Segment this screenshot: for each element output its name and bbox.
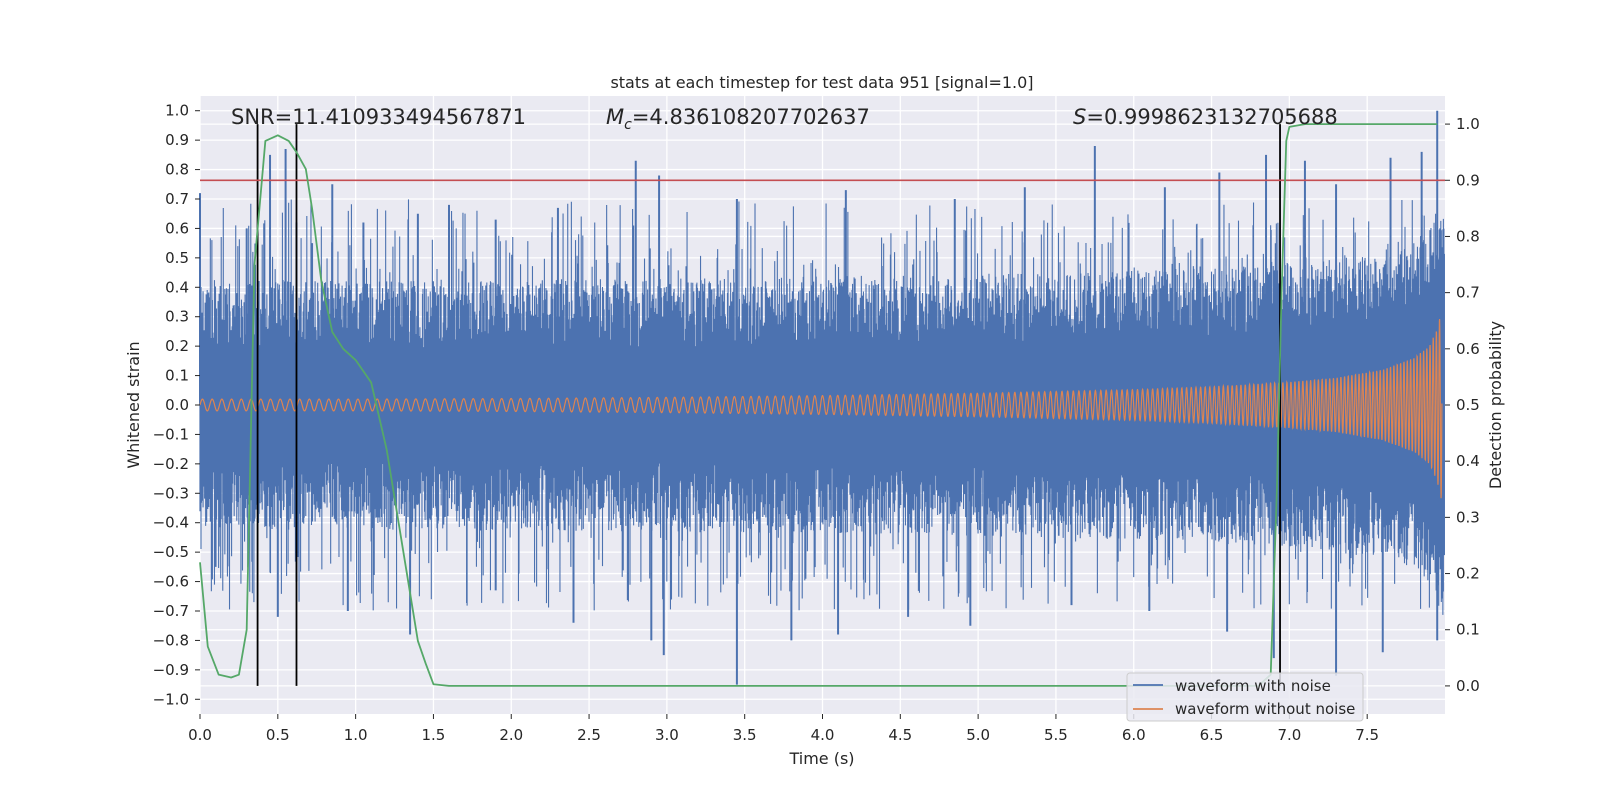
- y2-tick-label-3: 0.7: [1456, 284, 1480, 302]
- y-tick-label-11: −0.1: [153, 425, 189, 443]
- y-right-axis-ticks: 1.0 0.9 0.8 0.7 0.6 0.5 0.4 0.3 0.2 0.1 0.0: [1445, 115, 1480, 695]
- y-tick-label-15: −0.5: [153, 543, 189, 561]
- y-tick-label-5: 0.5: [165, 249, 189, 267]
- x-axis-ticks: 0.0 0.5 1.0 1.5 2.0 2.5 3.0 3.5 4.0 4.5 5.0 5.5 6.0 6…: [188, 714, 1379, 744]
- x-tick-label-2: 1.0: [344, 726, 368, 744]
- y2-tick-label-10: 0.0: [1456, 677, 1480, 695]
- x-tick-label-3: 1.5: [422, 726, 446, 744]
- chirp-mass-value: =4.836108207702637: [632, 105, 870, 129]
- legend-label-clean: waveform without noise: [1175, 700, 1355, 718]
- y-tick-label-13: −0.3: [153, 484, 189, 502]
- x-tick-label-11: 5.5: [1044, 726, 1068, 744]
- y-tick-label-7: 0.3: [165, 308, 189, 326]
- y-left-axis-label: Whitened strain: [124, 341, 143, 468]
- y-tick-label-20: −1.0: [153, 690, 189, 708]
- x-tick-label-1: 0.5: [266, 726, 290, 744]
- x-tick-label-10: 5.0: [966, 726, 990, 744]
- x-axis-label: Time (s): [788, 749, 854, 768]
- y-tick-label-12: −0.2: [153, 455, 189, 473]
- y-tick-label-0: 1.0: [165, 102, 189, 120]
- x-tick-label-13: 6.5: [1200, 726, 1224, 744]
- y-tick-label-10: 0.0: [165, 396, 189, 414]
- y-tick-label-6: 0.4: [165, 278, 189, 296]
- score-value: =0.9998623132705688: [1086, 105, 1337, 129]
- score-symbol: S: [1073, 105, 1086, 129]
- x-tick-label-8: 4.0: [811, 726, 835, 744]
- x-tick-label-4: 2.0: [499, 726, 523, 744]
- x-tick-label-9: 4.5: [888, 726, 912, 744]
- y2-tick-label-6: 0.4: [1456, 452, 1480, 470]
- y-tick-label-8: 0.2: [165, 337, 189, 355]
- legend-label-noisy: waveform with noise: [1175, 677, 1331, 695]
- probability-series: [199, 123, 1438, 687]
- noisy-waveform-series: [199, 110, 1445, 685]
- y2-tick-label-8: 0.2: [1456, 565, 1480, 583]
- y2-tick-label-2: 0.8: [1456, 227, 1480, 245]
- probability-line: [199, 123, 1438, 687]
- y2-tick-label-7: 0.3: [1456, 508, 1480, 526]
- y2-tick-label-0: 1.0: [1456, 115, 1480, 133]
- clean-waveform-line: [199, 319, 1443, 499]
- vertical-markers: [256, 124, 1281, 686]
- chirp-mass-annotation: Mc=4.836108207702637: [606, 105, 870, 133]
- x-tick-label-5: 2.5: [577, 726, 601, 744]
- y-tick-label-18: −0.8: [153, 631, 189, 649]
- y-tick-label-1: 0.9: [165, 131, 189, 149]
- clean-waveform-series: [199, 319, 1443, 499]
- chirp-mass-symbol: M: [606, 105, 624, 129]
- y2-tick-label-4: 0.6: [1456, 340, 1480, 358]
- chart-title: stats at each timestep for test data 951…: [610, 73, 1033, 92]
- y-tick-label-14: −0.4: [153, 514, 189, 532]
- y-right-axis-label: Detection probability: [1486, 321, 1505, 489]
- y-tick-label-9: 0.1: [165, 367, 189, 385]
- y2-tick-label-9: 0.1: [1456, 621, 1480, 639]
- chirp-mass-subscript: c: [624, 117, 632, 133]
- y-tick-label-19: −0.9: [153, 661, 189, 679]
- y2-tick-label-5: 0.5: [1456, 396, 1480, 414]
- x-tick-label-14: 7.0: [1277, 726, 1301, 744]
- y-tick-label-2: 0.8: [165, 161, 189, 179]
- y2-tick-label-1: 0.9: [1456, 171, 1480, 189]
- x-tick-label-12: 6.0: [1122, 726, 1146, 744]
- x-tick-label-0: 0.0: [188, 726, 212, 744]
- snr-annotation: SNR=11.410933494567871: [231, 105, 526, 129]
- y-tick-label-4: 0.6: [165, 219, 189, 237]
- score-annotation: S=0.9998623132705688: [1073, 105, 1338, 129]
- y-tick-label-17: −0.7: [153, 602, 189, 620]
- y-tick-label-16: −0.6: [153, 573, 189, 591]
- y-tick-label-3: 0.7: [165, 190, 189, 208]
- legend-box: [1126, 672, 1364, 722]
- y-left-axis-ticks: 1.0 0.9 0.8 0.7 0.6 0.5 0.4 0.3 0.2 0.1 0.0 −0.1 −0.…: [153, 102, 200, 708]
- legend: waveform with noise waveform without noi…: [1126, 672, 1364, 722]
- x-tick-label-6: 3.0: [655, 726, 679, 744]
- x-tick-label-7: 3.5: [733, 726, 757, 744]
- x-tick-label-15: 7.5: [1355, 726, 1379, 744]
